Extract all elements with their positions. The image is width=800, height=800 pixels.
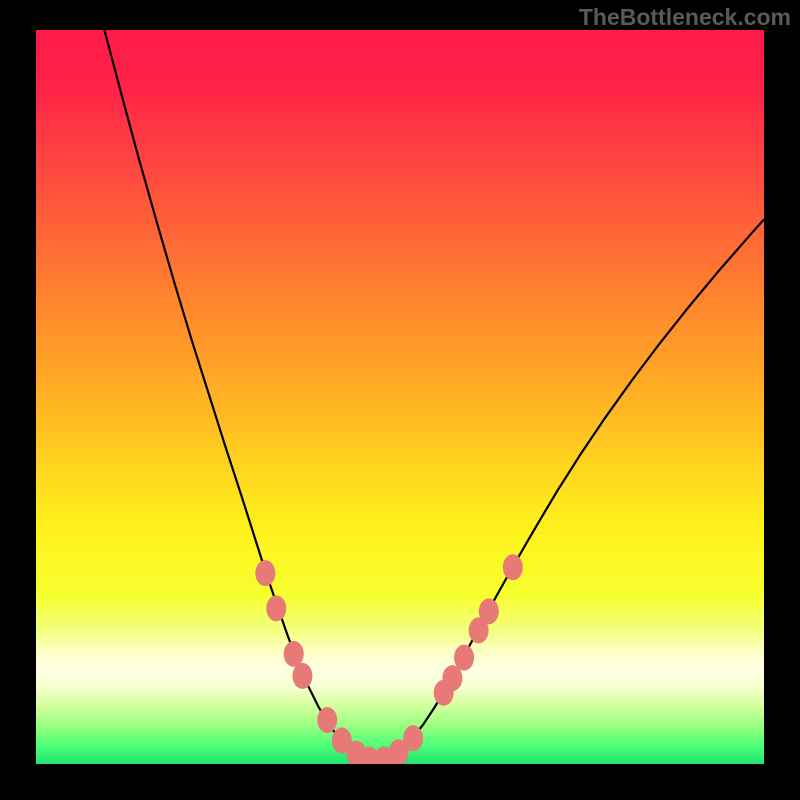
curve-dots [255,554,523,764]
curve-dot [479,598,499,624]
curve-dot [403,725,423,751]
curve-dot [266,595,286,621]
curve-layer [36,30,764,764]
bottleneck-curve [104,30,764,761]
curve-dot [255,560,275,586]
chart-area [36,30,764,764]
curve-dot [503,554,523,580]
curve-dot [454,645,474,671]
watermark-text: TheBottleneck.com [579,4,791,31]
curve-dot [284,641,304,667]
curve-dot [317,707,337,733]
curve-dot [292,663,312,689]
